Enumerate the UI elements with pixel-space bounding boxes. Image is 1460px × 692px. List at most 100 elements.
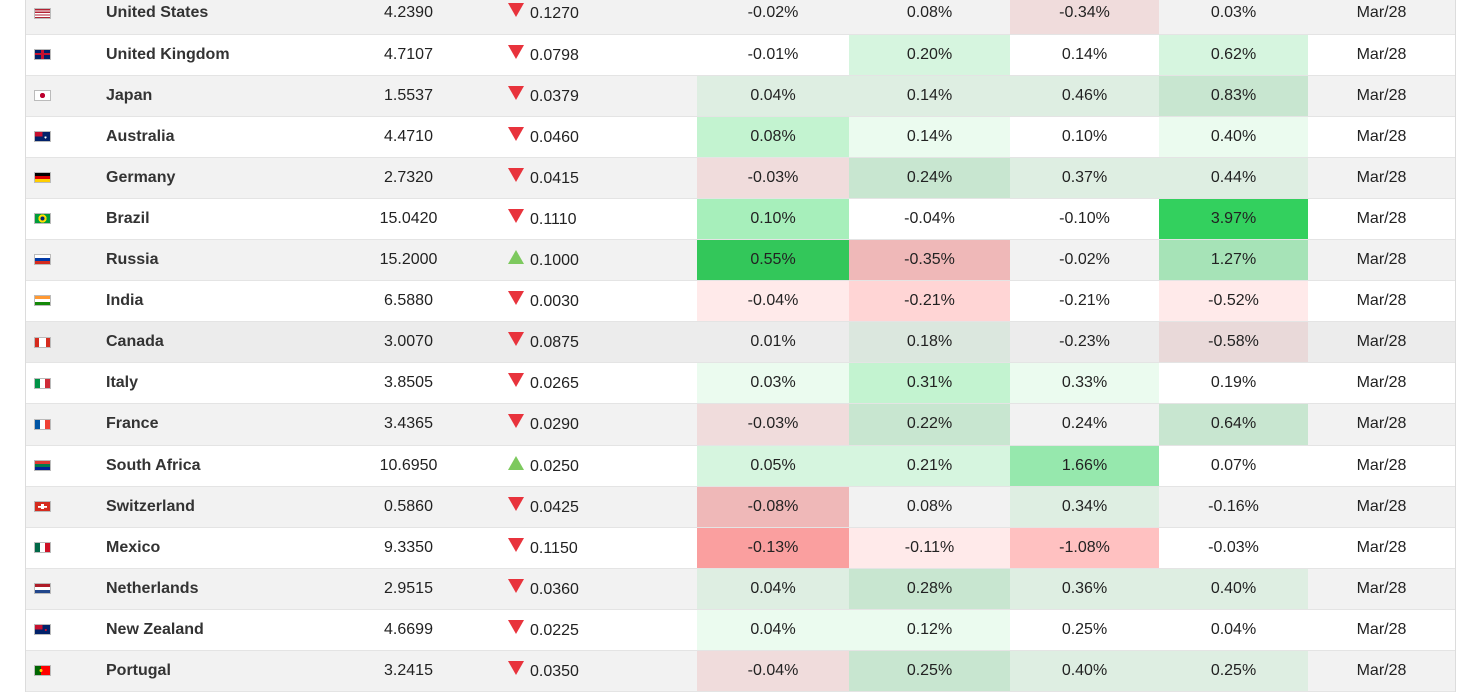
table-row[interactable]: Italy 3.8505 0.0265 0.03% 0.31% 0.33% 0.… xyxy=(26,362,1455,405)
india-flag-icon xyxy=(34,295,51,307)
date-cell: Mar/28 xyxy=(1308,0,1455,35)
pct-change-cell: 0.34% xyxy=(1010,486,1159,528)
table-row[interactable]: Netherlands 2.9515 0.0360 0.04% 0.28% 0.… xyxy=(26,568,1455,610)
change-value: 0.0225 xyxy=(530,621,579,639)
country-link[interactable]: Canada xyxy=(99,321,321,364)
pct-change-cell: 0.64% xyxy=(1159,403,1308,446)
arrow-down-icon xyxy=(508,537,524,552)
germany-flag-icon xyxy=(34,172,51,184)
country-link[interactable]: New Zealand xyxy=(99,609,321,652)
pct-change-cell: 0.55% xyxy=(697,239,849,282)
yield-change: 0.0030 xyxy=(496,280,697,323)
table-row[interactable]: Canada 3.0070 0.0875 0.01% 0.18% -0.23% … xyxy=(26,321,1455,364)
table-row[interactable]: India 6.5880 0.0030 -0.04% -0.21% -0.21%… xyxy=(26,280,1455,323)
pct-change-cell: 1.27% xyxy=(1159,239,1308,282)
country-link[interactable]: Brazil xyxy=(99,198,321,241)
arrow-down-icon xyxy=(508,126,524,141)
us-flag-icon xyxy=(34,7,51,19)
pct-change-cell: 0.18% xyxy=(849,321,1010,364)
country-link[interactable]: United Kingdom xyxy=(99,34,321,76)
country-link[interactable]: Italy xyxy=(99,362,321,405)
brazil-flag-icon xyxy=(34,213,51,225)
pct-change-cell: 0.08% xyxy=(697,116,849,158)
pct-change-cell: 0.10% xyxy=(1010,116,1159,158)
yield-change: 0.0225 xyxy=(496,609,697,652)
yield-change: 0.0379 xyxy=(496,75,697,117)
change-value: 0.1110 xyxy=(530,211,577,229)
arrow-down-icon xyxy=(508,496,524,511)
date-cell: Mar/28 xyxy=(1308,609,1455,652)
table-row[interactable]: Mexico 9.3350 0.1150 -0.13% -0.11% -1.08… xyxy=(26,527,1455,569)
table-body: United States 4.2390 0.1270 -0.02% 0.08%… xyxy=(26,0,1455,692)
yield-change: 0.0265 xyxy=(496,362,697,405)
yield-value: 2.7320 xyxy=(321,157,496,199)
country-link[interactable]: Switzerland xyxy=(99,486,321,528)
table-row[interactable]: France 3.4365 0.0290 -0.03% 0.22% 0.24% … xyxy=(26,403,1455,446)
arrow-down-icon xyxy=(508,414,524,429)
pct-change-cell: 0.08% xyxy=(849,486,1010,528)
pct-change-cell: -0.11% xyxy=(849,527,1010,569)
pct-change-cell: 0.05% xyxy=(697,445,849,487)
pct-change-cell: 3.97% xyxy=(1159,198,1308,241)
arrow-up-icon xyxy=(508,250,524,265)
table-row[interactable]: United States 4.2390 0.1270 -0.02% 0.08%… xyxy=(26,0,1455,35)
pct-change-cell: -0.34% xyxy=(1010,0,1159,35)
table-row[interactable]: Australia 4.4710 0.0460 0.08% 0.14% 0.10… xyxy=(26,116,1455,158)
table-row[interactable]: Germany 2.7320 0.0415 -0.03% 0.24% 0.37%… xyxy=(26,157,1455,199)
country-link[interactable]: Japan xyxy=(99,75,321,117)
canada-flag-icon xyxy=(34,336,51,348)
pct-change-cell: -0.08% xyxy=(697,486,849,528)
yield-change: 0.0360 xyxy=(496,568,697,610)
table-row[interactable]: Brazil 15.0420 0.1110 0.10% -0.04% -0.10… xyxy=(26,198,1455,241)
pct-change-cell: -0.10% xyxy=(1010,198,1159,241)
table-row[interactable]: South Africa 10.6950 0.0250 0.05% 0.21% … xyxy=(26,445,1455,487)
country-link[interactable]: India xyxy=(99,280,321,323)
date-cell: Mar/28 xyxy=(1308,650,1455,692)
pct-change-cell: -0.21% xyxy=(1010,280,1159,323)
yield-value: 2.9515 xyxy=(321,568,496,610)
country-link[interactable]: Netherlands xyxy=(99,568,321,610)
date-cell: Mar/28 xyxy=(1308,362,1455,405)
arrow-down-icon xyxy=(508,209,524,224)
pct-change-cell: -0.02% xyxy=(697,0,849,35)
pct-change-cell: -0.03% xyxy=(697,157,849,199)
pct-change-cell: 0.40% xyxy=(1010,650,1159,692)
country-link[interactable]: Germany xyxy=(99,157,321,199)
country-link[interactable]: France xyxy=(99,403,321,446)
table-row[interactable]: Portugal 3.2415 0.0350 -0.04% 0.25% 0.40… xyxy=(26,650,1455,692)
table-row[interactable]: New Zealand 4.6699 0.0225 0.04% 0.12% 0.… xyxy=(26,609,1455,652)
country-link[interactable]: Australia xyxy=(99,116,321,158)
pct-change-cell: -0.52% xyxy=(1159,280,1308,323)
arrow-down-icon xyxy=(508,619,524,634)
date-cell: Mar/28 xyxy=(1308,34,1455,76)
arrow-down-icon xyxy=(508,661,524,676)
france-flag-icon xyxy=(34,418,51,430)
yield-value: 4.7107 xyxy=(321,34,496,76)
pct-change-cell: 0.31% xyxy=(849,362,1010,405)
pct-change-cell: 0.24% xyxy=(849,157,1010,199)
table-row[interactable]: United Kingdom 4.7107 0.0798 -0.01% 0.20… xyxy=(26,34,1455,76)
yield-change: 0.1110 xyxy=(496,198,697,241)
country-link[interactable]: United States xyxy=(99,0,321,35)
table-row[interactable]: Russia 15.2000 0.1000 0.55% -0.35% -0.02… xyxy=(26,239,1455,282)
country-link[interactable]: Portugal xyxy=(99,650,321,692)
pct-change-cell: -0.58% xyxy=(1159,321,1308,364)
pct-change-cell: 0.04% xyxy=(697,75,849,117)
pct-change-cell: 0.03% xyxy=(1159,0,1308,35)
pct-change-cell: -0.04% xyxy=(697,280,849,323)
pct-change-cell: 0.04% xyxy=(697,609,849,652)
pct-change-cell: -0.03% xyxy=(1159,527,1308,569)
change-value: 0.0360 xyxy=(530,580,579,598)
change-value: 0.0379 xyxy=(530,87,579,105)
country-link[interactable]: Russia xyxy=(99,239,321,282)
country-link[interactable]: South Africa xyxy=(99,445,321,487)
pct-change-cell: -0.13% xyxy=(697,527,849,569)
table-row[interactable]: Switzerland 0.5860 0.0425 -0.08% 0.08% 0… xyxy=(26,486,1455,528)
country-link[interactable]: Mexico xyxy=(99,527,321,569)
yield-change: 0.0290 xyxy=(496,403,697,446)
yield-value: 15.0420 xyxy=(321,198,496,241)
date-cell: Mar/28 xyxy=(1308,486,1455,528)
table-row[interactable]: Japan 1.5537 0.0379 0.04% 0.14% 0.46% 0.… xyxy=(26,75,1455,117)
arrow-down-icon xyxy=(508,3,524,18)
mexico-flag-icon xyxy=(34,542,51,554)
